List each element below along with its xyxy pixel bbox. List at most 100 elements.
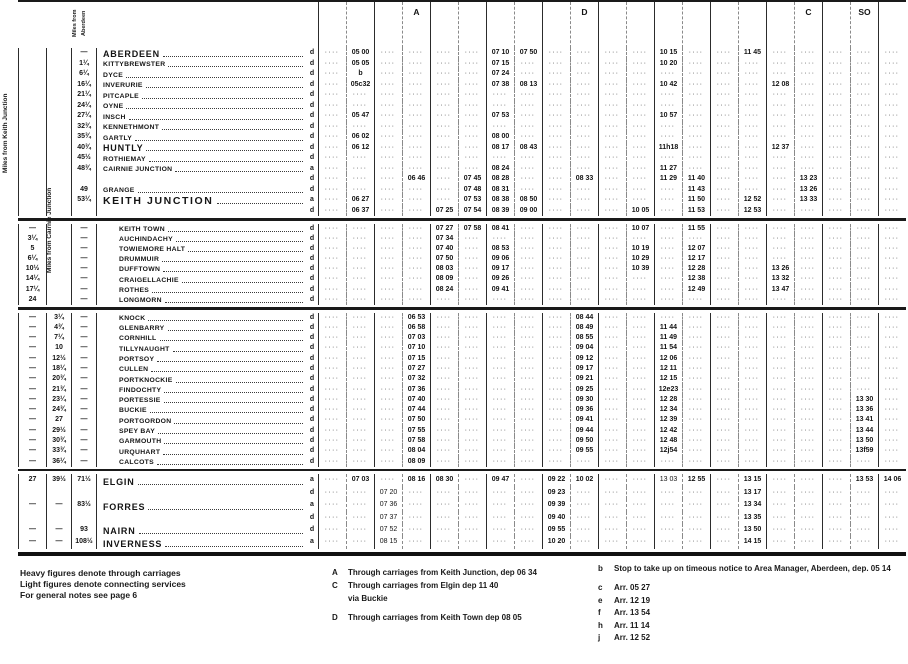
miles-cairnie-cell: 36¼ bbox=[46, 456, 71, 467]
empty-cell: ···· bbox=[794, 499, 822, 512]
empty-cell: ···· bbox=[570, 132, 598, 143]
empty-cell: ···· bbox=[318, 58, 346, 69]
empty-cell: ···· bbox=[682, 163, 710, 174]
empty-cell: ···· bbox=[458, 353, 486, 364]
station-row: —30¾ — GARMOUTH d ···· ···· ···· 07 58 ···· ···· ·… bbox=[18, 436, 906, 447]
time-cell: 06 12 bbox=[346, 142, 374, 153]
empty-cell: ···· bbox=[766, 58, 794, 69]
empty-cell: ···· bbox=[570, 195, 598, 206]
empty-cell: ···· bbox=[710, 79, 738, 90]
empty-cell: ···· bbox=[850, 184, 878, 195]
miles-keith-cell bbox=[18, 195, 46, 206]
empty-cell: ···· bbox=[626, 374, 654, 385]
empty-cell: ···· bbox=[766, 322, 794, 334]
empty-cell: ···· bbox=[850, 333, 878, 344]
miles-from-keith-junction-label: Miles from Keith Junction bbox=[2, 58, 9, 208]
empty-cell: ···· bbox=[850, 312, 878, 323]
empty-cell: ···· bbox=[458, 163, 486, 174]
station-row: 27 39½ 71½ ELGIN a ···· 07 03 ···· 08 16 08 30 ···… bbox=[18, 474, 906, 487]
empty-cell: ···· bbox=[766, 474, 794, 487]
empty-cell: ···· bbox=[402, 90, 430, 101]
column-letter-C: C bbox=[794, 2, 822, 48]
empty-cell: ···· bbox=[850, 111, 878, 122]
empty-cell: ···· bbox=[626, 536, 654, 549]
empty-cell: ···· bbox=[374, 456, 402, 467]
dot-leader bbox=[162, 261, 303, 263]
time-cell: 09 26 bbox=[486, 274, 514, 285]
time-cell: 08 53 bbox=[486, 243, 514, 255]
group-separator bbox=[18, 307, 906, 310]
empty-cell: ···· bbox=[682, 69, 710, 80]
miles-cairnie-cell bbox=[46, 284, 71, 295]
time-cell: 10 15 bbox=[654, 48, 682, 59]
station-group: 27 39½ 71½ ELGIN a ···· 07 03 ···· 08 16 08 30 ···… bbox=[18, 474, 906, 549]
empty-cell: ···· bbox=[374, 284, 402, 295]
empty-cell: ···· bbox=[346, 384, 374, 395]
arrive-depart-letter: d bbox=[309, 488, 315, 496]
empty-cell: ···· bbox=[794, 353, 822, 364]
miles-aberdeen-cell bbox=[71, 174, 96, 185]
empty-cell: ···· bbox=[654, 153, 682, 164]
station-name: PORTKNOCKIE bbox=[119, 376, 173, 384]
empty-cell: ···· bbox=[430, 405, 458, 416]
miles-aberdeen-cell: — bbox=[71, 425, 96, 437]
dot-leader bbox=[126, 108, 303, 109]
notes-right-block: b Stop to take up on timeous notice to Ar… bbox=[598, 564, 898, 646]
miles-keith-cell: 6¼ bbox=[18, 254, 46, 265]
time-cell: 07 24 bbox=[486, 69, 514, 80]
station-name: FORRES bbox=[103, 501, 146, 512]
empty-cell: ···· bbox=[430, 446, 458, 457]
empty-cell: ···· bbox=[374, 121, 402, 132]
station-name-cell: KEITH TOWN bbox=[96, 223, 306, 234]
empty-cell: ···· bbox=[878, 205, 906, 216]
miles-cairnie-cell: 30¾ bbox=[46, 436, 71, 447]
time-cell: 11 43 bbox=[682, 184, 710, 195]
empty-cell: ···· bbox=[542, 294, 570, 305]
arrive-depart-letter: d bbox=[309, 49, 315, 56]
header-spacer bbox=[18, 2, 318, 48]
empty-cell: ···· bbox=[766, 111, 794, 122]
empty-cell: ···· bbox=[766, 394, 794, 406]
miles-keith-cell bbox=[18, 153, 46, 164]
empty-cell: ···· bbox=[766, 294, 794, 305]
empty-cell: ···· bbox=[542, 223, 570, 234]
empty-cell: ···· bbox=[514, 322, 542, 334]
notes-mid-block: A Through carriages from Keith Junction, … bbox=[332, 568, 602, 626]
empty-cell: ···· bbox=[794, 100, 822, 111]
empty-cell: ···· bbox=[318, 121, 346, 132]
empty-cell: ···· bbox=[486, 536, 514, 549]
empty-cell: ···· bbox=[710, 48, 738, 59]
station-name-cell: CRAIGELLACHIE bbox=[96, 274, 306, 285]
dot-leader bbox=[164, 302, 303, 303]
header-cell bbox=[682, 2, 710, 48]
empty-cell: ···· bbox=[710, 394, 738, 406]
empty-cell: ···· bbox=[794, 536, 822, 549]
empty-cell: ···· bbox=[458, 456, 486, 467]
empty-cell: ···· bbox=[682, 58, 710, 69]
empty-cell: ···· bbox=[766, 174, 794, 185]
time-cell: 10 57 bbox=[654, 111, 682, 122]
empty-cell: ···· bbox=[710, 111, 738, 122]
empty-cell: ···· bbox=[402, 524, 430, 537]
empty-cell: ···· bbox=[542, 322, 570, 334]
empty-cell: ···· bbox=[318, 132, 346, 143]
station-name: INSCH bbox=[103, 113, 126, 121]
empty-cell: ···· bbox=[514, 153, 542, 164]
time-cell: 07 36 bbox=[374, 499, 402, 512]
empty-cell: ···· bbox=[598, 394, 626, 406]
miles-cairnie-cell: 3¼ bbox=[46, 312, 71, 323]
empty-cell: ···· bbox=[878, 425, 906, 437]
empty-cell: ···· bbox=[822, 446, 850, 457]
dot-leader bbox=[174, 422, 303, 424]
empty-cell: ···· bbox=[458, 394, 486, 406]
empty-cell: ···· bbox=[710, 184, 738, 195]
empty-cell: ···· bbox=[430, 524, 458, 537]
empty-cell: ···· bbox=[626, 363, 654, 375]
empty-cell: ···· bbox=[458, 132, 486, 143]
time-cell: 12 42 bbox=[654, 425, 682, 437]
empty-cell: ···· bbox=[822, 425, 850, 437]
empty-cell: ···· bbox=[514, 353, 542, 364]
miles-keith-cell: — bbox=[18, 499, 46, 512]
empty-cell: ···· bbox=[654, 243, 682, 255]
empty-cell: ···· bbox=[654, 121, 682, 132]
